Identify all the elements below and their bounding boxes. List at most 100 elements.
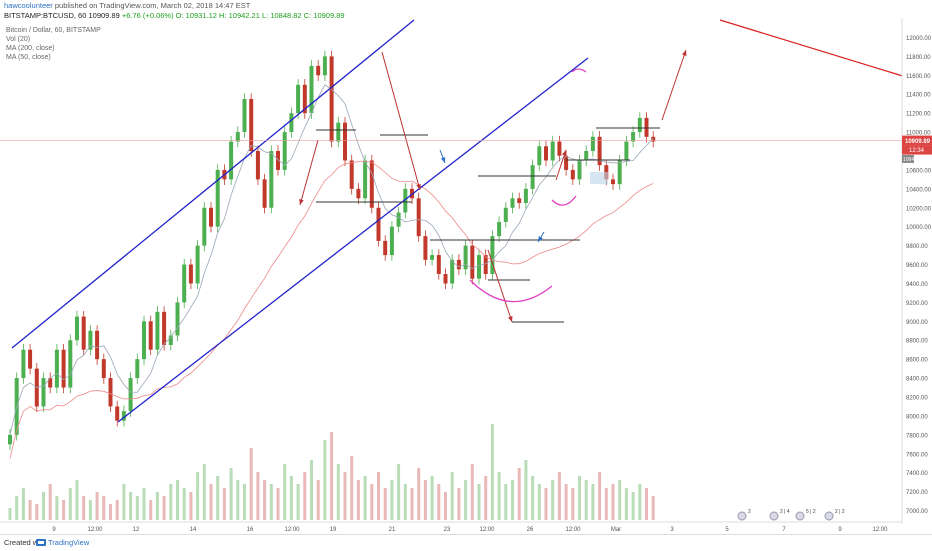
blue-marker-arrow-head [440,157,446,163]
volume-bar [437,484,441,520]
publish-info: hawcoolunteer published on TradingView.c… [4,1,250,10]
candle-body [436,255,441,274]
x-tick-label: 12:00 [565,527,581,533]
y-tick-label: 8600.00 [906,358,928,364]
candle-body [289,113,294,133]
volume-bar [551,480,555,520]
volume-bar [8,508,12,520]
candle-body [403,188,408,213]
candle-body [175,302,180,336]
cup-curve [469,279,553,303]
candle-body [450,259,455,284]
volume-bar [604,488,608,520]
volume-bar [350,456,354,520]
candle-body [624,141,629,161]
volume-bar [289,476,293,520]
candle-body [302,84,307,114]
candle-body [209,207,213,227]
volume-bar [370,484,374,520]
candle-body [81,316,86,350]
candle-body [597,136,602,166]
volume-bar [189,492,193,520]
candle-body [617,160,622,185]
candle-body [229,141,234,180]
candle-body [517,198,522,204]
volume-bar [645,488,648,520]
volume-bar [169,484,173,520]
volume-bar [470,464,474,520]
trend-arrow-head [416,184,421,190]
legend-ma50[interactable]: MA (50, close) [6,54,51,61]
author-link[interactable]: hawcoolunteer [4,1,53,10]
volume-bar [222,488,226,520]
candle-body [195,245,200,284]
x-tick-label: 12 [133,527,140,533]
candle-body [155,311,160,350]
candle-body [577,160,582,180]
volume-bar [28,500,32,520]
volume-bar [209,484,213,520]
volume-bar [477,484,481,520]
volume-bar [243,484,246,520]
candle-body [329,56,334,142]
y-tick-label: 9200.00 [906,301,928,307]
volume-bar [316,480,320,520]
volume-bar [591,484,595,520]
resistance-line [719,19,932,86]
volume-bar [557,472,561,520]
volume-bar [544,488,548,520]
candle-body [637,117,642,133]
y-tick-label: 10400.00 [906,187,932,193]
ma-tag [902,154,914,163]
y-tick-label: 7600.00 [906,452,928,458]
volume-bar [176,480,179,520]
candle-body [463,245,468,270]
volume-bar [417,468,421,520]
legend-volume[interactable]: Vol (20) [6,36,31,43]
trend-arrow-head [508,316,513,322]
volume-bar [102,496,106,520]
volume-bar [155,492,159,520]
event-flag-icon [769,511,779,521]
candle-body [343,122,347,161]
volume-bar [504,484,508,520]
tradingview-link[interactable]: TradingView [48,538,90,547]
trend-arrow-head [299,199,304,205]
volume-bar [457,488,461,520]
countdown-label: 12:34 [909,148,925,154]
volume-bar [162,496,166,520]
event-flag-icon [795,511,805,521]
events: 2 2 | 4 5 | 2 2 | 2 [737,509,845,521]
volume-bar [584,480,588,520]
volume-bar [330,432,334,520]
blue-marker-arrow-head [538,236,543,242]
candle-body [389,226,394,256]
event-label: 2 | 2 [835,509,845,515]
volume-bar [423,480,427,520]
candle-body [188,264,193,284]
price-chart[interactable]: 7000.00 7200.00 7400.00 7600.00 7800.00 8000.… [0,0,932,534]
legend-ma200[interactable]: MA (200, close) [6,45,55,52]
x-tick-label: 16 [247,527,254,533]
candle-body [584,151,589,161]
volume-bar [363,476,367,520]
volume-bar [497,472,501,520]
x-tick-label: 14 [190,527,197,533]
legend-symbol[interactable]: Bitcoin / Dollar, 60, BITSTAMP [6,27,101,34]
tradingview-logo-icon [36,539,46,546]
volume-bar [62,500,66,520]
candle-body [651,136,656,142]
x-tick-label: 5 [725,527,729,533]
symbol-label: BITSTAMP:BTCUSD, 60 [4,11,87,20]
x-tick-label: 12:00 [87,527,103,533]
x-tick-label: 3 [670,527,674,533]
volume-bar [135,496,139,520]
volume-bar [256,472,260,520]
quote-ohlc: O: 10931.12 H: 10942.21 L: 10848.82 C: 1… [175,11,345,20]
volume-bar [511,480,514,520]
projection-curve [571,68,587,73]
volume-bar [490,424,494,520]
candle-body [101,359,106,379]
volume-bar [55,496,59,520]
y-tick-label: 8400.00 [906,377,928,383]
